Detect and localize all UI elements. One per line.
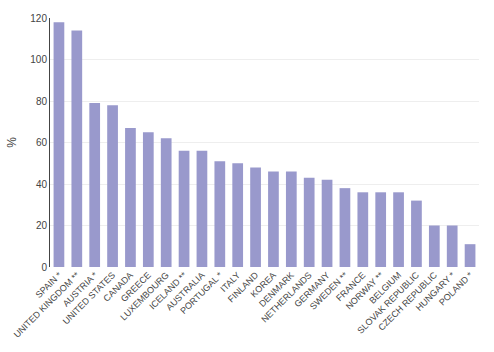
svg-text:120: 120 bbox=[30, 13, 47, 24]
svg-text:CZECH REPUBLIC: CZECH REPUBLIC bbox=[376, 270, 439, 333]
svg-text:GERMANY: GERMANY bbox=[292, 270, 331, 309]
svg-text:100: 100 bbox=[30, 54, 47, 65]
svg-text:UNITED KINGDOM **: UNITED KINGDOM ** bbox=[12, 270, 82, 340]
svg-text:SPAIN *: SPAIN * bbox=[34, 270, 64, 300]
svg-text:40: 40 bbox=[36, 179, 48, 190]
svg-text:ITALY: ITALY bbox=[218, 270, 242, 294]
svg-text:20: 20 bbox=[36, 220, 48, 231]
svg-text:HUNGARY *: HUNGARY * bbox=[414, 270, 457, 313]
svg-text:NETHERLANDS: NETHERLANDS bbox=[259, 270, 313, 324]
svg-text:%: % bbox=[5, 137, 19, 148]
svg-text:0: 0 bbox=[41, 262, 47, 273]
svg-text:DENMARK: DENMARK bbox=[257, 270, 296, 309]
svg-text:PORTUGAL *: PORTUGAL * bbox=[178, 270, 224, 316]
svg-text:GREECE: GREECE bbox=[119, 270, 153, 304]
svg-text:LUXEMBOURG: LUXEMBOURG bbox=[118, 270, 170, 322]
svg-text:FINLAND: FINLAND bbox=[226, 270, 261, 305]
svg-text:CANADA: CANADA bbox=[101, 270, 135, 304]
svg-text:FRANCE: FRANCE bbox=[334, 270, 367, 303]
svg-text:SLOVAK REPUBLIC: SLOVAK REPUBLIC bbox=[355, 270, 421, 336]
svg-text:AUSTRIA *: AUSTRIA * bbox=[61, 270, 100, 309]
svg-text:NORWAY **: NORWAY ** bbox=[344, 270, 386, 312]
svg-text:SWEDEN **: SWEDEN ** bbox=[308, 270, 350, 312]
svg-text:60: 60 bbox=[36, 137, 48, 148]
svg-text:KOREA: KOREA bbox=[249, 270, 278, 299]
svg-text:UNITED STATES: UNITED STATES bbox=[61, 270, 117, 326]
svg-text:ICELAND **: ICELAND ** bbox=[147, 270, 189, 312]
svg-text:AUSTRALIA: AUSTRALIA bbox=[164, 270, 206, 312]
svg-text:BELGIUM: BELGIUM bbox=[367, 270, 403, 306]
svg-text:POLAND *: POLAND * bbox=[437, 270, 475, 308]
svg-text:80: 80 bbox=[36, 96, 48, 107]
